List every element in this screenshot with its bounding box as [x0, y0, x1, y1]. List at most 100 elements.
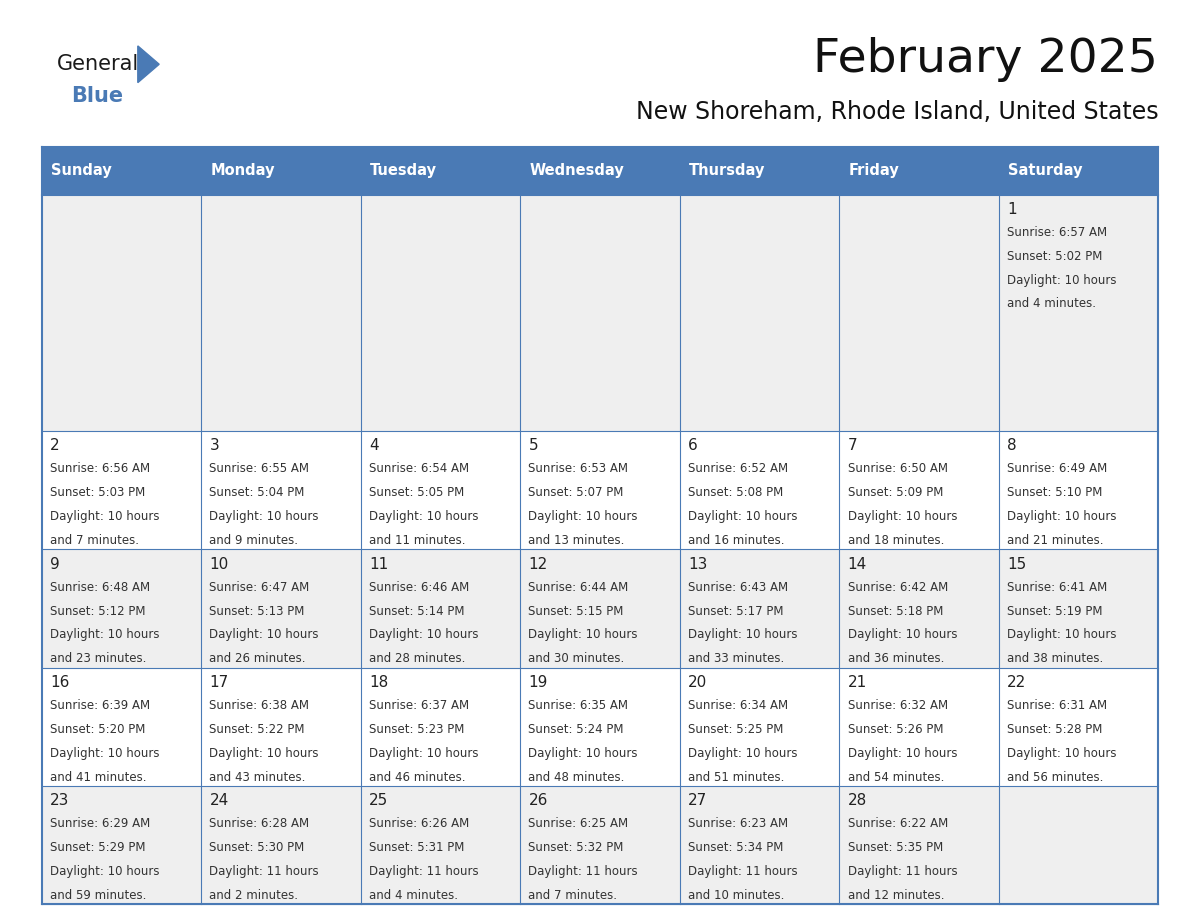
Text: Sunset: 5:30 PM: Sunset: 5:30 PM [209, 841, 304, 854]
Text: Sunset: 5:35 PM: Sunset: 5:35 PM [847, 841, 943, 854]
Bar [520, 667, 680, 786]
Bar [680, 195, 839, 431]
Text: and 23 minutes.: and 23 minutes. [50, 653, 146, 666]
Text: Tuesday: Tuesday [371, 163, 437, 178]
Bar [839, 147, 999, 195]
Text: Daylight: 10 hours: Daylight: 10 hours [1007, 746, 1117, 759]
Text: and 4 minutes.: and 4 minutes. [369, 889, 457, 901]
Text: Daylight: 10 hours: Daylight: 10 hours [1007, 628, 1117, 642]
Text: Daylight: 10 hours: Daylight: 10 hours [209, 510, 318, 523]
Text: Sunrise: 6:38 AM: Sunrise: 6:38 AM [209, 699, 309, 711]
Text: Sunrise: 6:54 AM: Sunrise: 6:54 AM [369, 463, 469, 476]
Text: and 41 minutes.: and 41 minutes. [50, 770, 146, 783]
Text: and 4 minutes.: and 4 minutes. [1007, 297, 1097, 310]
Text: Daylight: 10 hours: Daylight: 10 hours [688, 746, 797, 759]
Text: and 7 minutes.: and 7 minutes. [50, 534, 139, 547]
Bar [520, 195, 680, 431]
Text: 6: 6 [688, 439, 697, 453]
Text: and 36 minutes.: and 36 minutes. [847, 653, 944, 666]
Text: 27: 27 [688, 793, 707, 809]
Text: Daylight: 11 hours: Daylight: 11 hours [369, 865, 479, 878]
Bar [201, 549, 361, 667]
Text: Daylight: 10 hours: Daylight: 10 hours [209, 746, 318, 759]
Text: Daylight: 10 hours: Daylight: 10 hours [688, 510, 797, 523]
Text: Daylight: 10 hours: Daylight: 10 hours [1007, 274, 1117, 286]
Text: Daylight: 10 hours: Daylight: 10 hours [369, 628, 479, 642]
Bar [999, 195, 1158, 431]
Text: Sunrise: 6:57 AM: Sunrise: 6:57 AM [1007, 226, 1107, 239]
Text: Sunset: 5:17 PM: Sunset: 5:17 PM [688, 605, 784, 618]
Text: Sunrise: 6:26 AM: Sunrise: 6:26 AM [369, 817, 469, 830]
Text: Daylight: 10 hours: Daylight: 10 hours [847, 746, 958, 759]
Text: and 26 minutes.: and 26 minutes. [209, 653, 307, 666]
Text: Daylight: 11 hours: Daylight: 11 hours [209, 865, 320, 878]
Bar [42, 549, 201, 667]
Text: Wednesday: Wednesday [530, 163, 625, 178]
Text: Sunset: 5:25 PM: Sunset: 5:25 PM [688, 722, 783, 735]
Text: Sunset: 5:31 PM: Sunset: 5:31 PM [369, 841, 465, 854]
Text: Sunset: 5:14 PM: Sunset: 5:14 PM [369, 605, 465, 618]
Text: Sunset: 5:34 PM: Sunset: 5:34 PM [688, 841, 783, 854]
Text: 15: 15 [1007, 556, 1026, 572]
Text: Sunrise: 6:49 AM: Sunrise: 6:49 AM [1007, 463, 1107, 476]
Bar [42, 667, 201, 786]
Text: February 2025: February 2025 [814, 37, 1158, 83]
Text: Sunrise: 6:55 AM: Sunrise: 6:55 AM [209, 463, 309, 476]
Text: 14: 14 [847, 556, 867, 572]
Bar [520, 549, 680, 667]
Text: 2: 2 [50, 439, 59, 453]
Text: Daylight: 10 hours: Daylight: 10 hours [529, 510, 638, 523]
Text: Sunrise: 6:52 AM: Sunrise: 6:52 AM [688, 463, 788, 476]
Text: Sunset: 5:26 PM: Sunset: 5:26 PM [847, 722, 943, 735]
Bar [839, 786, 999, 904]
Bar [680, 431, 839, 549]
Text: 7: 7 [847, 439, 858, 453]
Text: and 12 minutes.: and 12 minutes. [847, 889, 944, 901]
Bar [839, 667, 999, 786]
Text: Daylight: 11 hours: Daylight: 11 hours [529, 865, 638, 878]
Text: Daylight: 10 hours: Daylight: 10 hours [50, 746, 159, 759]
Text: 20: 20 [688, 675, 707, 690]
Text: Sunset: 5:10 PM: Sunset: 5:10 PM [1007, 487, 1102, 499]
Text: 1: 1 [1007, 202, 1017, 217]
Text: Sunset: 5:02 PM: Sunset: 5:02 PM [1007, 250, 1102, 263]
Text: Sunset: 5:32 PM: Sunset: 5:32 PM [529, 841, 624, 854]
Text: and 2 minutes.: and 2 minutes. [209, 889, 298, 901]
Text: 21: 21 [847, 675, 867, 690]
Bar [201, 667, 361, 786]
Text: 4: 4 [369, 439, 379, 453]
Text: 10: 10 [209, 556, 228, 572]
Text: 19: 19 [529, 675, 548, 690]
Text: Sunset: 5:18 PM: Sunset: 5:18 PM [847, 605, 943, 618]
Text: and 33 minutes.: and 33 minutes. [688, 653, 784, 666]
Text: Daylight: 11 hours: Daylight: 11 hours [688, 865, 797, 878]
Bar [520, 147, 680, 195]
Text: Sunset: 5:09 PM: Sunset: 5:09 PM [847, 487, 943, 499]
Text: 13: 13 [688, 556, 707, 572]
Text: Daylight: 10 hours: Daylight: 10 hours [688, 628, 797, 642]
Text: Daylight: 10 hours: Daylight: 10 hours [369, 746, 479, 759]
Text: 26: 26 [529, 793, 548, 809]
Text: and 21 minutes.: and 21 minutes. [1007, 534, 1104, 547]
Text: Sunset: 5:13 PM: Sunset: 5:13 PM [209, 605, 305, 618]
Text: Sunrise: 6:53 AM: Sunrise: 6:53 AM [529, 463, 628, 476]
Bar [680, 786, 839, 904]
Bar [361, 147, 520, 195]
Text: Sunset: 5:07 PM: Sunset: 5:07 PM [529, 487, 624, 499]
Bar [361, 667, 520, 786]
Text: Sunset: 5:08 PM: Sunset: 5:08 PM [688, 487, 783, 499]
Text: Sunrise: 6:46 AM: Sunrise: 6:46 AM [369, 581, 469, 594]
Text: and 56 minutes.: and 56 minutes. [1007, 770, 1104, 783]
Text: and 10 minutes.: and 10 minutes. [688, 889, 784, 901]
Text: Daylight: 10 hours: Daylight: 10 hours [50, 865, 159, 878]
Text: Sunrise: 6:43 AM: Sunrise: 6:43 AM [688, 581, 788, 594]
Text: Sunset: 5:05 PM: Sunset: 5:05 PM [369, 487, 465, 499]
Text: Daylight: 10 hours: Daylight: 10 hours [50, 628, 159, 642]
Bar [839, 431, 999, 549]
Text: Daylight: 10 hours: Daylight: 10 hours [847, 510, 958, 523]
Polygon shape [138, 46, 159, 83]
Text: Sunrise: 6:23 AM: Sunrise: 6:23 AM [688, 817, 788, 830]
Text: 3: 3 [209, 439, 219, 453]
Bar [680, 667, 839, 786]
Text: Daylight: 10 hours: Daylight: 10 hours [529, 746, 638, 759]
